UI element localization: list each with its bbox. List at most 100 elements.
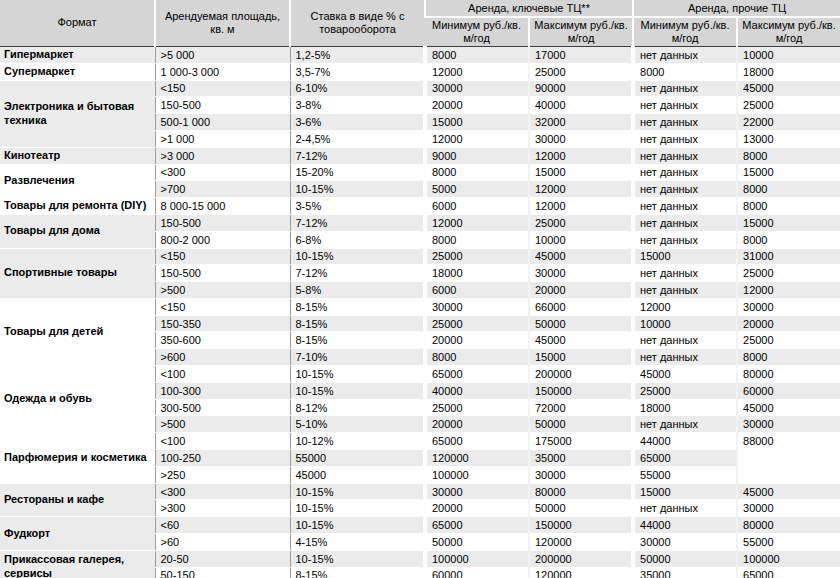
min-other-cell: 45000 [633, 366, 737, 383]
rate-cell: 10-12% [290, 433, 425, 450]
min-other-cell: нет данных [633, 349, 737, 366]
rate-cell: 8-15% [290, 298, 425, 315]
max-key-cell: 50000 [529, 416, 633, 433]
min-other-cell: 65000 [633, 450, 737, 467]
rate-cell: 3-8% [290, 97, 425, 114]
max-other-cell: 10000 [737, 46, 840, 63]
table-row: Супермаркет1 000-3 0003,5-7%120002500080… [0, 63, 840, 80]
area-cell: <300 [155, 164, 290, 181]
max-other-cell: 13000 [737, 130, 840, 147]
max-other-cell [737, 450, 840, 467]
min-key-cell: 25000 [425, 399, 529, 416]
max-key-cell: 45000 [529, 248, 633, 265]
rate-cell: 10-15% [290, 366, 425, 383]
area-cell: 150-500 [155, 214, 290, 231]
rate-cell: 10-15% [290, 500, 425, 517]
min-key-cell: 8000 [425, 231, 529, 248]
area-cell: 20-50 [155, 550, 290, 567]
min-other-cell: 10000 [633, 315, 737, 332]
rate-cell: 7-12% [290, 147, 425, 164]
max-key-cell: 40000 [529, 97, 633, 114]
format-cell: Прикассовая галерея, сервисы [0, 550, 155, 578]
min-key-cell: 120000 [425, 450, 529, 467]
area-cell: <150 [155, 80, 290, 97]
format-cell: Спортивные товары [0, 248, 155, 298]
max-key-cell: 90000 [529, 80, 633, 97]
max-key-cell: 175000 [529, 433, 633, 450]
area-cell: 150-500 [155, 265, 290, 282]
min-other-cell: нет данных [633, 332, 737, 349]
min-key-cell: 30000 [425, 483, 529, 500]
min-key-cell: 40000 [425, 382, 529, 399]
header-area: Арендуемая площадь, кв. м [155, 0, 290, 46]
max-key-cell: 50000 [529, 315, 633, 332]
header-min-key: Минимум руб./кв. м/год [425, 17, 529, 46]
max-other-cell: 8000 [737, 181, 840, 198]
area-cell: >700 [155, 181, 290, 198]
page: Формат Арендуемая площадь, кв. м Ставка … [0, 0, 840, 578]
max-other-cell: 18000 [737, 63, 840, 80]
rate-cell: 4-15% [290, 534, 425, 551]
max-key-cell: 120000 [529, 567, 633, 578]
min-other-cell: нет данных [633, 416, 737, 433]
area-cell: 100-250 [155, 450, 290, 467]
rent-rates-table: Формат Арендуемая площадь, кв. м Ставка … [0, 0, 840, 578]
max-other-cell: 31000 [737, 248, 840, 265]
min-key-cell: 18000 [425, 265, 529, 282]
max-key-cell: 12000 [529, 181, 633, 198]
table-row: Товары для дома150-5007-12%1200025000нет… [0, 214, 840, 231]
rate-cell: 3-5% [290, 198, 425, 215]
rate-cell: 10-15% [290, 248, 425, 265]
table-row: Парфюмерия и косметика<10010-12%65000175… [0, 433, 840, 450]
min-key-cell: 6000 [425, 198, 529, 215]
rate-cell: 6-8% [290, 231, 425, 248]
rate-cell: 10-15% [290, 382, 425, 399]
rate-cell: 7-10% [290, 349, 425, 366]
area-cell: 8 000-15 000 [155, 198, 290, 215]
table-row: Товары для детей<1508-15%300006600012000… [0, 298, 840, 315]
format-cell: Фудкорт [0, 517, 155, 551]
area-cell: <60 [155, 517, 290, 534]
max-other-cell: 30000 [737, 298, 840, 315]
rate-cell: 55000 [290, 450, 425, 467]
max-key-cell: 72000 [529, 399, 633, 416]
rate-cell: 8-15% [290, 315, 425, 332]
max-other-cell: 15000 [737, 214, 840, 231]
max-key-cell: 15000 [529, 164, 633, 181]
min-key-cell: 12000 [425, 63, 529, 80]
max-other-cell: 8000 [737, 147, 840, 164]
header-max-other: Максимум руб./кв. м/год [737, 17, 840, 46]
rate-cell: 8-15% [290, 332, 425, 349]
max-other-cell: 12000 [737, 282, 840, 299]
rate-cell: 6-10% [290, 80, 425, 97]
max-key-cell: 45000 [529, 332, 633, 349]
min-other-cell: 55000 [633, 466, 737, 483]
min-other-cell: нет данных [633, 164, 737, 181]
table-row: Одежда и обувь<10010-15%6500020000045000… [0, 366, 840, 383]
max-other-cell: 25000 [737, 265, 840, 282]
area-cell: 300-500 [155, 399, 290, 416]
max-key-cell: 30000 [529, 265, 633, 282]
max-key-cell: 50000 [529, 500, 633, 517]
format-cell: Одежда и обувь [0, 366, 155, 433]
max-other-cell: 88000 [737, 433, 840, 450]
area-cell: 1 000-3 000 [155, 63, 290, 80]
max-other-cell: 25000 [737, 97, 840, 114]
min-key-cell: 20000 [425, 332, 529, 349]
min-key-cell: 100000 [425, 466, 529, 483]
max-key-cell: 66000 [529, 298, 633, 315]
rate-cell: 8-12% [290, 399, 425, 416]
max-key-cell: 12000 [529, 147, 633, 164]
format-cell: Развлечения [0, 164, 155, 198]
min-other-cell: 12000 [633, 298, 737, 315]
header-min-other: Минимум руб./кв. м/год [633, 17, 737, 46]
format-cell: Товары для ремонта (DIY) [0, 198, 155, 215]
table-header: Формат Арендуемая площадь, кв. м Ставка … [0, 0, 840, 46]
format-cell: Супермаркет [0, 63, 155, 80]
min-other-cell: нет данных [633, 231, 737, 248]
max-other-cell: 8000 [737, 231, 840, 248]
table-row: Развлечения<30015-20%800015000нет данных… [0, 164, 840, 181]
rate-cell: 5-10% [290, 416, 425, 433]
min-other-cell: 50000 [633, 550, 737, 567]
format-cell: Товары для детей [0, 298, 155, 365]
